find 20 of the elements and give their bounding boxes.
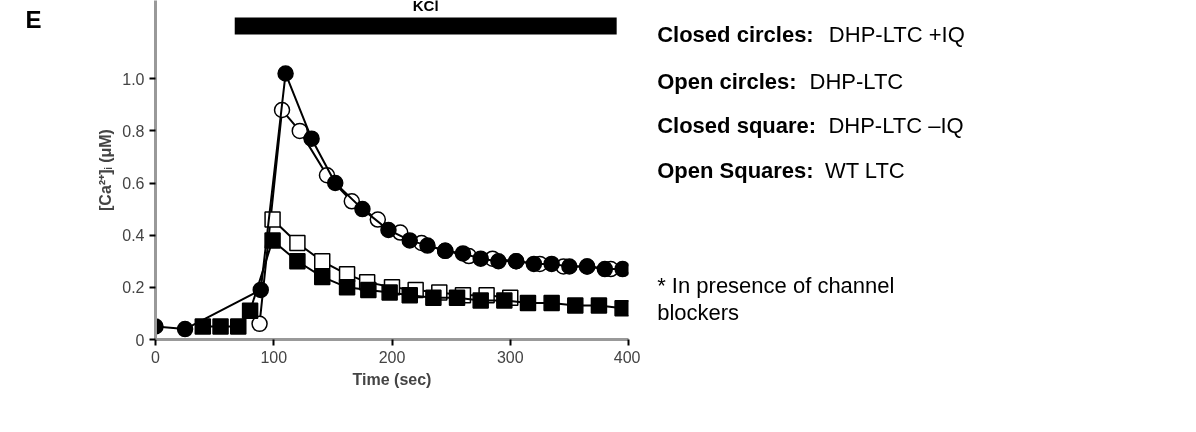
- x-tick-label: 100: [260, 348, 288, 366]
- text: Open Squares: WT LTC: [657, 157, 905, 183]
- y-axis-title: [Ca²⁺]ᵢ (μM): [97, 129, 115, 211]
- text: Open circles: DHP-LTC: [657, 69, 904, 95]
- text: E: [25, 5, 42, 33]
- y-tick-label: 0.4: [122, 227, 145, 245]
- x-axis-title: Time (sec): [352, 370, 432, 388]
- band-label: KCl: [412, 0, 439, 15]
- text: * In presence of channel blockers: [657, 272, 895, 326]
- x-tick-label: 200: [378, 348, 406, 366]
- y-tick-label: 0.2: [122, 279, 145, 297]
- y-tick-label: 0.8: [122, 122, 145, 140]
- text: Closed square: DHP-LTC –IQ: [657, 113, 964, 139]
- text: Closed circles: DHP-LTC +IQ: [657, 21, 965, 47]
- y-tick-label: 0: [135, 331, 145, 349]
- x-tick-label: 400: [613, 348, 641, 366]
- y-tick-label: 1.0: [122, 70, 145, 88]
- x-tick-label: 0: [151, 348, 161, 366]
- y-tick-label: 0.6: [122, 175, 145, 193]
- x-tick-label: 300: [496, 348, 524, 366]
